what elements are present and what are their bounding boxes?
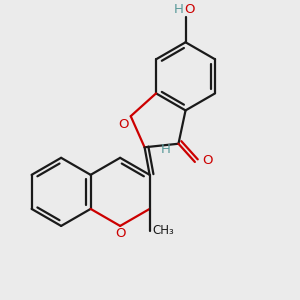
Text: H: H <box>161 143 171 156</box>
Text: O: O <box>202 154 213 167</box>
Text: H: H <box>174 3 184 16</box>
Text: O: O <box>116 227 126 240</box>
Text: O: O <box>119 118 129 130</box>
Text: O: O <box>185 4 195 16</box>
Text: CH₃: CH₃ <box>152 224 174 237</box>
